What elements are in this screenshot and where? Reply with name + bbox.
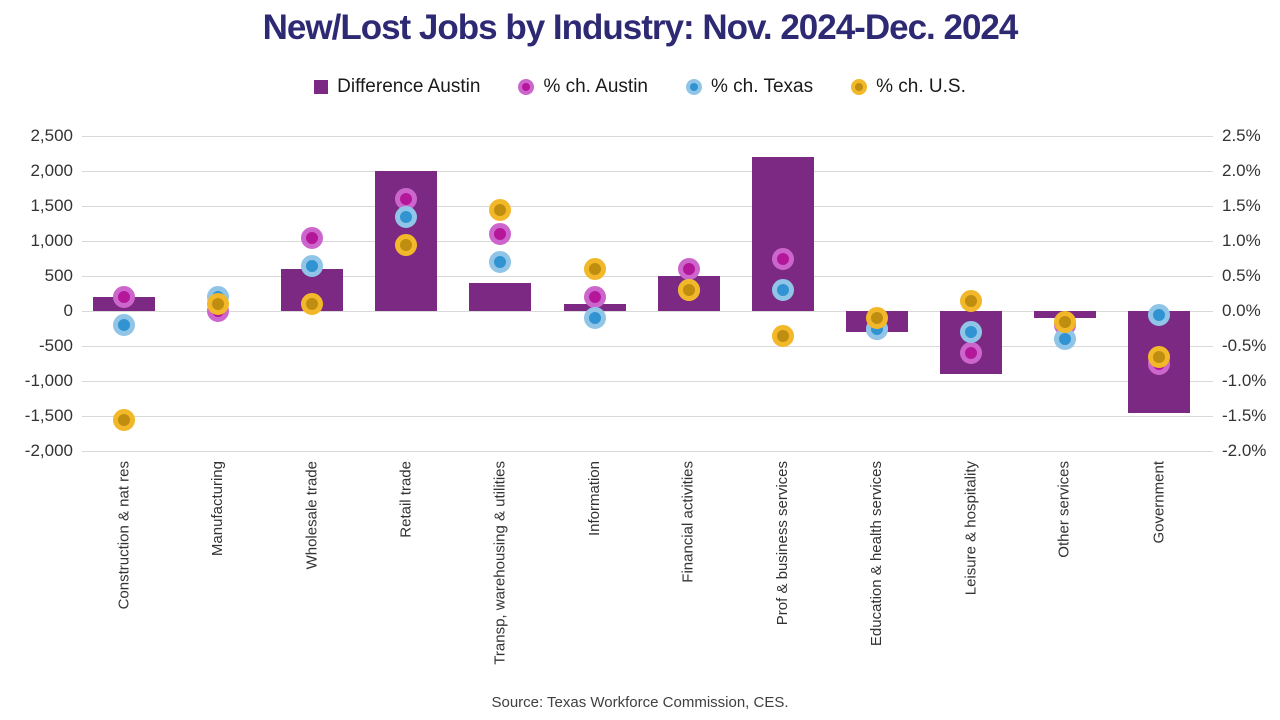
percent-marker — [677, 258, 700, 280]
legend-label: % ch. U.S. — [876, 76, 966, 97]
left-axis-tick-label: 2,000 — [30, 161, 73, 180]
gridline — [82, 381, 1213, 382]
legend-label: % ch. Austin — [543, 76, 648, 97]
gridline — [82, 241, 1213, 242]
chart-legend: Difference Austin % ch. Austin % ch. Texas… — [0, 76, 1280, 98]
percent-marker — [301, 254, 324, 277]
gridline — [82, 346, 1213, 347]
category-label: Information — [585, 461, 603, 537]
right-axis-tick-label: -1.5% — [1222, 406, 1267, 425]
category-label: Leisure & hospitality — [961, 461, 979, 596]
percent-marker — [113, 286, 136, 308]
percent-marker — [395, 205, 418, 228]
left-axis-tick-label: -1,500 — [24, 406, 73, 425]
percent-marker — [1054, 310, 1077, 333]
gridline — [82, 171, 1213, 172]
percent-marker — [865, 307, 888, 329]
percent-marker — [771, 247, 794, 270]
percent-marker — [395, 233, 418, 256]
percent-marker — [489, 223, 512, 245]
left-axis-tick-label: 0 — [63, 301, 73, 320]
gridline — [82, 451, 1213, 452]
source-note: Source: Texas Workforce Commission, CES. — [491, 694, 789, 711]
legend-label: % ch. Texas — [711, 76, 814, 97]
percent-marker — [959, 289, 982, 312]
category-label: Education & health services — [867, 461, 885, 647]
percent-marker — [207, 293, 230, 315]
gridline — [82, 136, 1213, 137]
right-axis-tick-label: 1.5% — [1222, 196, 1261, 215]
right-axis-tick-label: 2.0% — [1222, 161, 1261, 180]
percent-marker — [583, 258, 606, 280]
percent-marker — [301, 226, 324, 249]
legend-label: Difference Austin — [337, 76, 481, 97]
gridline — [82, 276, 1213, 277]
gridline — [82, 311, 1213, 312]
gridline — [82, 206, 1213, 207]
legend-item: % ch. Austin — [518, 76, 648, 98]
left-axis-tick-label: 1,500 — [30, 196, 73, 215]
right-axis-tick-label: -1.0% — [1222, 371, 1267, 390]
marker-swatch-icon — [686, 79, 702, 95]
percent-marker — [301, 293, 324, 315]
percent-marker — [771, 324, 794, 347]
legend-item: Difference Austin — [314, 76, 480, 98]
right-axis-tick-label: -2.0% — [1222, 441, 1267, 460]
percent-marker — [489, 251, 512, 273]
left-axis-tick-label: -2,000 — [24, 441, 73, 460]
left-axis-tick-label: -500 — [38, 336, 73, 355]
percent-marker — [1148, 345, 1171, 368]
right-axis-tick-label: -0.5% — [1222, 336, 1267, 355]
percent-marker — [959, 321, 982, 343]
percent-marker — [583, 307, 606, 329]
category-label: Wholesale trade — [303, 461, 321, 570]
category-label: Prof & business services — [773, 461, 791, 626]
legend-item: % ch. Texas — [686, 76, 813, 98]
percent-marker — [1148, 303, 1171, 326]
right-axis-tick-label: 0.0% — [1222, 301, 1261, 320]
percent-marker — [489, 198, 512, 221]
chart-title: New/Lost Jobs by Industry: Nov. 2024-Dec… — [262, 8, 1019, 47]
bar-swatch-icon — [314, 80, 329, 94]
legend-item: % ch. U.S. — [851, 76, 966, 98]
right-axis-tick-label: 1.0% — [1222, 231, 1261, 250]
percent-marker — [113, 408, 136, 431]
percent-marker — [677, 279, 700, 301]
category-label: Construction & nat res — [115, 461, 133, 610]
marker-swatch-icon — [851, 79, 868, 95]
left-axis-tick-label: 1,000 — [30, 231, 73, 250]
category-label: Transp, warehousing & utilities — [491, 461, 509, 665]
percent-marker — [113, 314, 136, 336]
left-axis-tick-label: 2,500 — [30, 126, 73, 145]
category-label: Financial activities — [679, 461, 697, 583]
gridline — [82, 416, 1213, 417]
left-axis-tick-label: 500 — [44, 266, 73, 285]
category-label: Government — [1150, 461, 1168, 544]
percent-marker — [771, 279, 794, 301]
marker-swatch-icon — [518, 79, 535, 95]
right-axis-tick-label: 0.5% — [1222, 266, 1261, 285]
category-label: Other services — [1056, 461, 1074, 558]
left-axis-tick-label: -1,000 — [24, 371, 73, 390]
right-axis-tick-label: 2.5% — [1222, 126, 1261, 145]
category-label: Manufacturing — [209, 461, 227, 557]
category-label: Retail trade — [397, 461, 415, 538]
difference-bar — [469, 283, 532, 311]
percent-marker — [583, 286, 606, 308]
percent-marker — [959, 342, 982, 364]
